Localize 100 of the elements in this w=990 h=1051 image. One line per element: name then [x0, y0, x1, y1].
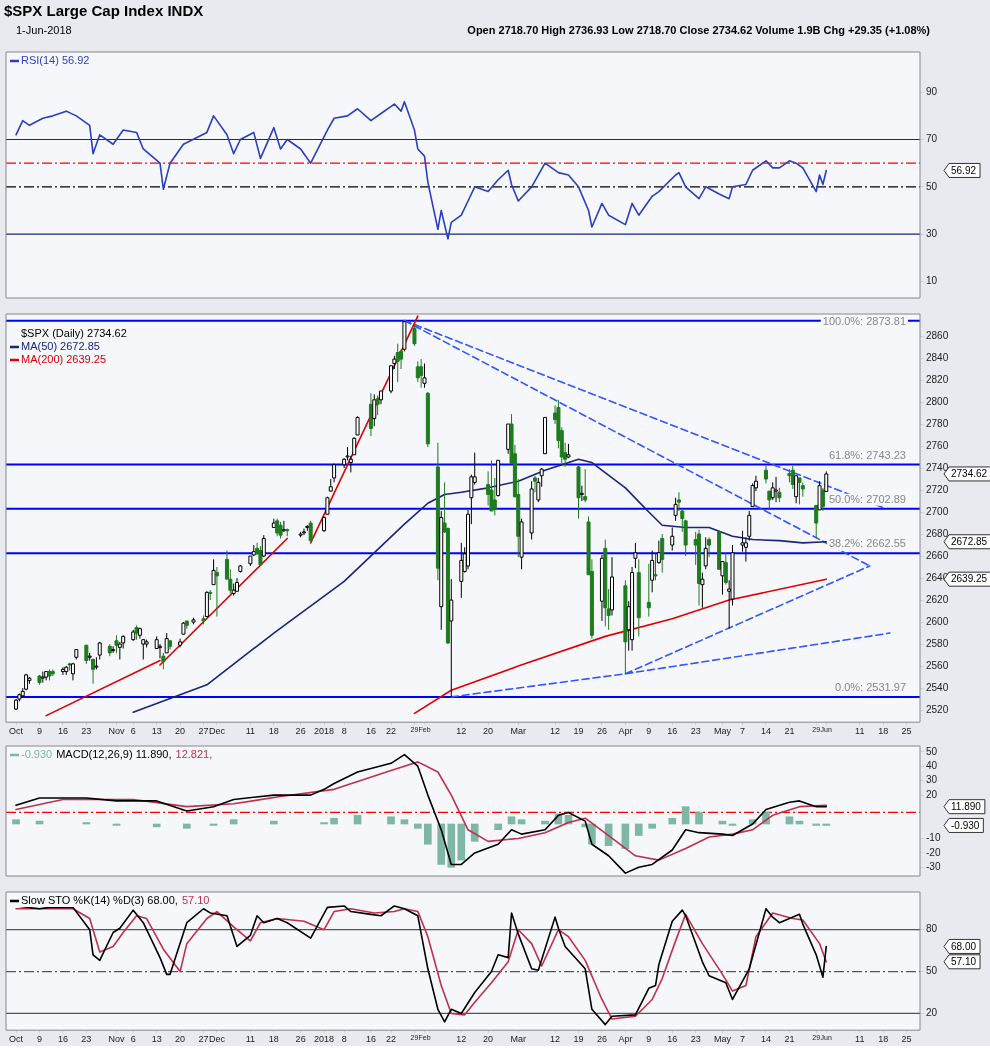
legend-title: $SPX (Daily) 2734.62: [21, 327, 127, 340]
x-tick-label: 13: [151, 726, 162, 737]
y-tick-label: 80: [926, 923, 938, 935]
y-tick-label: 2620: [926, 593, 949, 605]
y-tick-label: 2680: [926, 527, 949, 539]
legend-label: Slow STO %K(14) %D(3) 68.00,: [21, 894, 178, 907]
ref-line-label: 0.0%: 2531.97: [835, 680, 906, 693]
x-tick-label: 7: [740, 726, 746, 737]
text: -0.930: [951, 819, 980, 831]
y-tick-label: 50: [926, 180, 938, 192]
y-tick-label: 2760: [926, 439, 949, 451]
x-tick-label: 16: [57, 726, 68, 737]
y-tick-label: 2700: [926, 505, 949, 517]
x-tick-label: 18: [268, 726, 279, 737]
x-tick-label: 26: [295, 726, 306, 737]
x-tick-label: 20: [175, 726, 186, 737]
x-tick-label: 8: [341, 1034, 347, 1045]
legend-label: MA(50) 2672.85: [21, 340, 100, 353]
x-tick-label: 26: [596, 1034, 607, 1045]
x-tick-label: Nov: [108, 1034, 125, 1045]
series-label: 57.10: [181, 894, 210, 907]
x-tick-label: 12: [456, 1034, 467, 1045]
x-tick-label: 12: [456, 726, 467, 737]
y-tick-label: 2660: [926, 549, 949, 561]
x-tick-label: 13: [151, 1034, 162, 1045]
x-tick-label: 18: [268, 1034, 279, 1045]
y-tick-label: 2780: [926, 417, 949, 429]
x-tick-label: 7: [740, 1034, 746, 1045]
x-tick-label: Apr: [618, 1034, 633, 1045]
y-tick-label: 30: [926, 227, 938, 239]
x-tick-label: Apr: [618, 726, 633, 737]
text: 57.10: [951, 956, 977, 968]
y-tick-label: 70: [926, 133, 938, 145]
y-tick-label: 2520: [926, 703, 949, 715]
x-tick-label: 22: [386, 1034, 397, 1045]
ref-line-label: 38.2%: 2662.55: [828, 537, 906, 550]
y-tick-label: 2720: [926, 483, 949, 495]
text: 1-Jun-2018: [16, 24, 72, 36]
y-tick-label: 50: [926, 965, 938, 977]
legend-label: RSI(14) 56.92: [21, 54, 90, 67]
y-tick-label: 2540: [926, 681, 949, 693]
x-tick-label: 2018: [314, 726, 335, 737]
y-tick-label: 2560: [926, 659, 949, 671]
x-tick-label: 11: [855, 726, 865, 737]
y-tick-label: 10: [926, 275, 938, 287]
x-tick-label: 12: [550, 1034, 561, 1045]
y-tick-label: 2740: [926, 461, 949, 473]
x-tick-label: 8: [341, 726, 347, 737]
x-tick-label: 23: [690, 1034, 701, 1045]
text: 2672.85: [951, 536, 988, 548]
x-tick-label: 16: [57, 1034, 68, 1045]
y-tick-label: 2840: [926, 351, 949, 363]
x-tick-label: 11: [245, 726, 256, 737]
text: $SPX Large Cap Index INDX: [4, 2, 204, 19]
y-tick-label: 2600: [926, 615, 949, 627]
x-tick-label: 18: [878, 1034, 889, 1045]
x-tick-label: 19: [573, 1034, 584, 1045]
x-tick-label: 2018: [314, 1034, 335, 1045]
x-tick-label: 6: [130, 726, 136, 737]
x-tick-label: Mar: [510, 726, 526, 737]
x-tick-label: May: [713, 726, 732, 737]
x-tick-label: 23: [81, 1034, 92, 1045]
y-tick-label: 20: [926, 788, 938, 800]
x-tick-label: 21: [784, 1034, 795, 1045]
ref-line-label: 100.0%: 2873.81: [822, 315, 906, 328]
x-tick-label: 16: [365, 726, 376, 737]
x-tick-label: 12: [550, 726, 561, 737]
x-tick-label: 16: [365, 1034, 376, 1045]
x-tick-label: Dec: [208, 1034, 226, 1045]
text: 2639.25: [951, 573, 988, 585]
x-tick-label: Oct: [9, 726, 24, 737]
text: 68.00: [951, 940, 977, 952]
x-tick-label: 9: [646, 1034, 652, 1045]
y-tick-label: 2800: [926, 395, 949, 407]
x-tick-label: 27: [198, 1034, 209, 1045]
legend-label: -0.930: [21, 748, 53, 761]
y-tick-label: 90: [926, 85, 938, 97]
y-tick-label: 30: [926, 774, 938, 786]
x-tick-label: 9: [36, 1034, 42, 1045]
x-tick-label: 19: [573, 726, 584, 737]
x-tick-label: 23: [81, 726, 92, 737]
text: 56.92: [951, 164, 977, 176]
x-tick-label: 6: [130, 1034, 136, 1045]
x-tick-label: 18: [878, 726, 889, 737]
text: MACD(12,26,9) 11.890,: [56, 748, 172, 761]
x-tick-label: 20: [175, 1034, 186, 1045]
x-tick-label: Dec: [208, 726, 226, 737]
x-tick-label: 25: [901, 1034, 912, 1045]
x-tick-label: Mar: [510, 1034, 526, 1045]
x-tick-label: 11: [855, 1034, 865, 1045]
ref-line-label: 61.8%: 2743.23: [828, 448, 906, 461]
x-tick-label: 16: [667, 726, 678, 737]
x-tick-label: May: [713, 1034, 732, 1045]
y-tick-label: 20: [926, 1007, 938, 1019]
x-tick-label: 14: [760, 726, 771, 737]
ref-line-label: 50.0%: 2702.89: [828, 492, 906, 505]
x-tick-label: 26: [596, 726, 607, 737]
x-tick-label: 23: [690, 726, 701, 737]
text: 2734.62: [951, 468, 988, 480]
y-tick-label: -20: [926, 846, 941, 858]
